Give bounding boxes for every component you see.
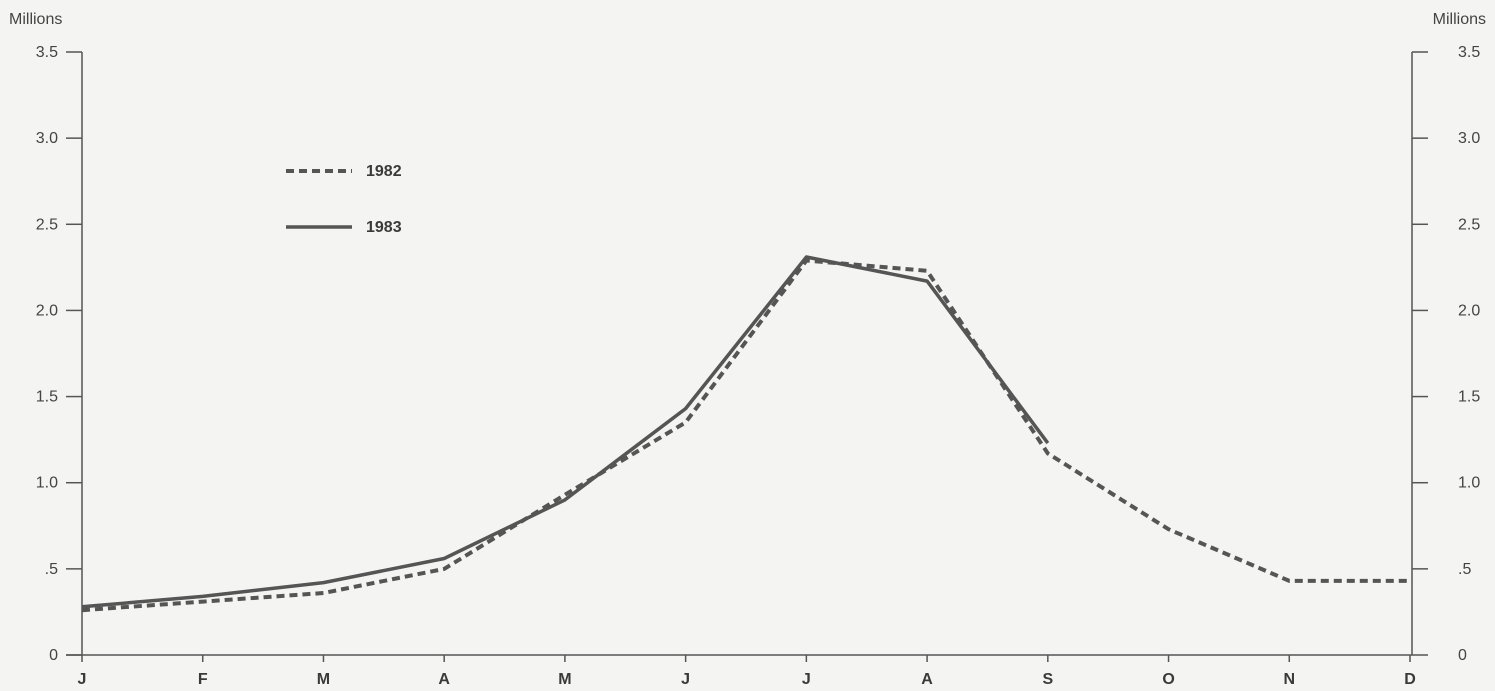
y-tick-label-left: 2.0 [36, 302, 58, 319]
series-line-1982 [81, 258, 1410, 613]
x-tick-label: A [921, 671, 933, 688]
x-tick-label: D [1404, 671, 1416, 688]
series-line-1983 [81, 255, 1050, 609]
axes [66, 52, 1413, 656]
y-tick-label-left: 0 [49, 647, 58, 664]
y-tick-label-right: .5 [1458, 561, 1471, 578]
y-tick-label-left: 2.5 [36, 216, 58, 233]
y-tick-label-right: 3.0 [1458, 130, 1480, 147]
y-tick-label-left: 1.5 [36, 389, 58, 406]
x-tick-label: N [1283, 671, 1295, 688]
y-axis-unit-left: Millions [9, 11, 62, 28]
x-tick-label: J [78, 671, 87, 688]
x-tick-label: M [317, 671, 330, 688]
legend-label-1983: 1983 [366, 219, 402, 236]
x-tick-label: S [1042, 671, 1053, 688]
y-tick-label-right: 1.5 [1458, 389, 1480, 406]
y-ticks-left: 0 .5 1.0 1.5 2.0 2.5 3.0 3.5 [36, 44, 82, 664]
y-tick-label-left: 3.5 [36, 44, 58, 61]
y-tick-label-right: 0 [1458, 647, 1467, 664]
x-tick-label: F [198, 671, 208, 688]
y-tick-label-right: 2.0 [1458, 302, 1480, 319]
x-tick-label: J [681, 671, 690, 688]
y-tick-label-right: 1.0 [1458, 475, 1480, 492]
x-tick-label: J [802, 671, 811, 688]
legend: 1982 1983 [286, 163, 402, 236]
x-tick-label: A [438, 671, 450, 688]
x-tick-label: O [1162, 671, 1174, 688]
y-tick-label-left: 3.0 [36, 130, 58, 147]
y-axis-unit-right: Millions [1433, 11, 1486, 28]
y-tick-label-right: 3.5 [1458, 44, 1480, 61]
y-tick-label-left: .5 [45, 561, 58, 578]
x-tick-label: M [558, 671, 571, 688]
series-lines [81, 255, 1411, 613]
y-ticks-right: 0 .5 1.0 1.5 2.0 2.5 3.0 3.5 [1412, 44, 1480, 664]
legend-label-1982: 1982 [366, 163, 402, 180]
y-tick-label-left: 1.0 [36, 475, 58, 492]
y-tick-label-right: 2.5 [1458, 216, 1480, 233]
